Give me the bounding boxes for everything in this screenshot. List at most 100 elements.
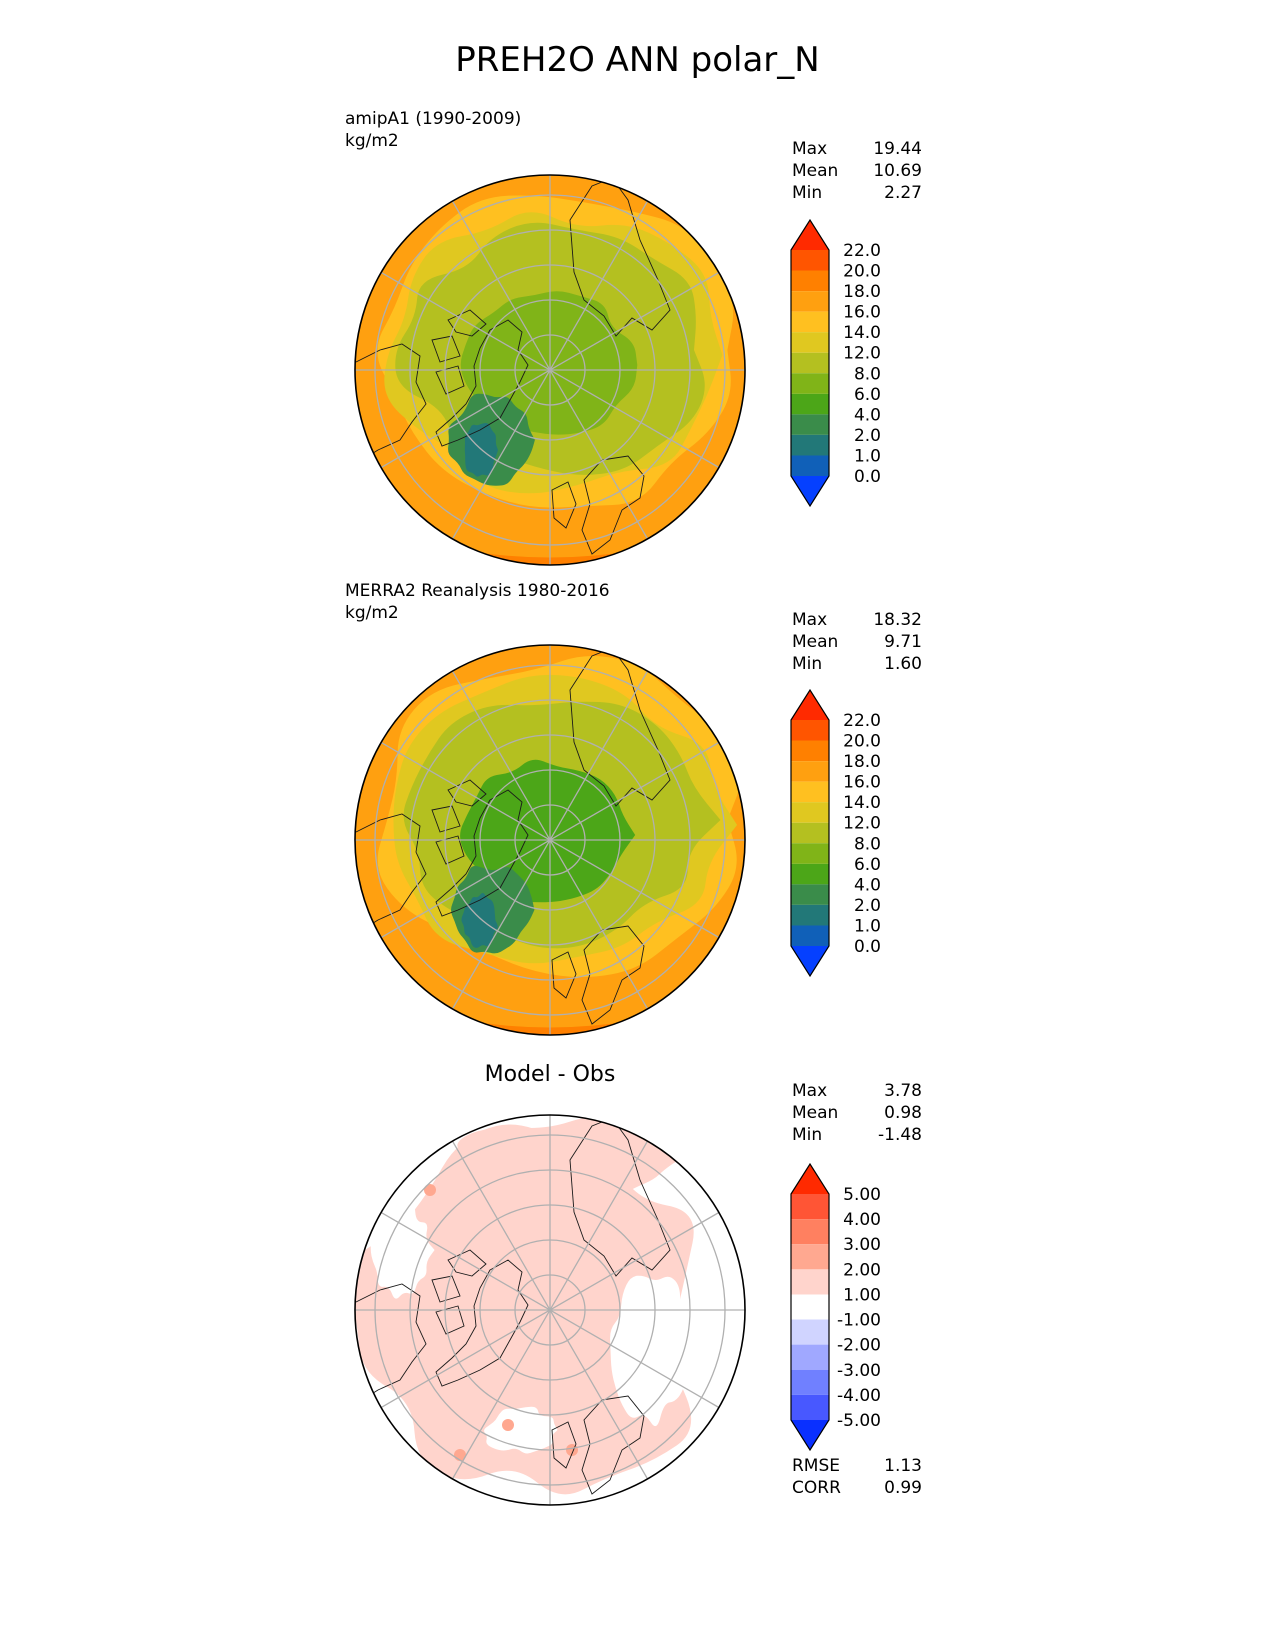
colorbar-segment <box>791 1219 829 1245</box>
map-field <box>355 645 745 1035</box>
colorbar-tick-label: 4.0 <box>854 875 881 895</box>
colorbar-segment <box>791 822 829 844</box>
coastline <box>435 1259 529 1387</box>
coastline <box>447 309 487 337</box>
coastline <box>435 319 529 447</box>
colorbar-segment <box>791 455 829 476</box>
panel-diff-title: Model - Obs <box>484 1062 616 1087</box>
colorbar-tick-label: 12.0 <box>843 814 881 834</box>
stat-min: Min 1.60 <box>792 653 922 675</box>
map-field <box>355 1115 745 1505</box>
figure-title: PREH2O ANN polar_N <box>455 40 820 80</box>
stat-value: 18.32 <box>873 610 922 630</box>
panel-model-title: amipA1 (1990-2009) kg/m2 <box>345 108 521 152</box>
colorbar-segment <box>791 373 829 394</box>
coastline <box>435 365 465 395</box>
colorbar-tick-label: 0.0 <box>854 467 881 487</box>
colorbar-tick-label: 1.00 <box>843 1285 881 1305</box>
colorbar-tick-label: 8.0 <box>854 834 881 854</box>
stat-label: Max <box>792 139 828 159</box>
coastline <box>581 455 645 555</box>
colorbar-tick-label: 14.0 <box>843 323 881 343</box>
stat-label: Min <box>792 1125 823 1145</box>
colorbar-segment <box>791 720 829 741</box>
colorbar-segment <box>791 843 829 864</box>
stat-label: Max <box>792 1081 828 1101</box>
metric-label: RMSE <box>792 1456 841 1476</box>
colorbar-tick-label: 22.0 <box>843 241 881 261</box>
stat-max: Max 3.78 <box>792 1080 922 1102</box>
colorbar-outline <box>790 218 830 508</box>
colorbar-tick-label: 2.0 <box>854 426 881 446</box>
colorbar-tick-label: 6.0 <box>854 385 881 405</box>
colorbar-tick-label: 1.0 <box>854 916 881 936</box>
coastline <box>581 925 645 1025</box>
polar-map-model <box>354 174 746 566</box>
colorbar-tick-label: 16.0 <box>843 303 881 323</box>
colorbar-obs: 22.020.018.016.014.012.08.06.04.02.01.00… <box>790 688 881 978</box>
coastline <box>551 481 577 529</box>
colorbar-segment <box>791 476 829 506</box>
map-boundary <box>354 1114 746 1506</box>
colorbar-segment <box>791 1344 829 1370</box>
colorbar-segment <box>791 904 829 926</box>
stat-value: 1.60 <box>884 654 922 674</box>
metric-corr: CORR 0.99 <box>792 1477 922 1499</box>
colorbar-segment <box>791 690 829 720</box>
coastline <box>435 1305 465 1335</box>
colorbar-segment <box>791 863 829 885</box>
colorbar-segment <box>791 1420 829 1450</box>
colorbar-diff: 5.00 4.00 3.00 2.00 1.00 -1.00 -2.00 -3.00 -4.00… <box>790 1162 881 1452</box>
field-band <box>610 1275 695 1427</box>
stat-max: Max 18.32 <box>792 609 922 631</box>
stat-label: Max <box>792 610 828 630</box>
colorbar-tick-label: -3.00 <box>837 1361 881 1381</box>
meridian-line <box>380 271 720 469</box>
colorbar-tick-label: 20.0 <box>843 732 881 752</box>
meridian-line <box>380 1211 720 1409</box>
stat-min: Min -1.48 <box>792 1124 922 1146</box>
colorbar-outline <box>790 1162 830 1452</box>
colorbar-segment <box>791 1269 829 1295</box>
field-band <box>456 1117 679 1200</box>
coastline <box>551 951 577 999</box>
stat-label: Min <box>792 654 823 674</box>
stat-value: 2.27 <box>884 183 922 203</box>
polar-map-diff <box>354 1114 746 1506</box>
colorbar-segment <box>791 802 829 823</box>
colorbar-tick-label: 22.0 <box>843 711 881 731</box>
stat-value: 3.78 <box>884 1081 922 1101</box>
stat-label: Mean <box>792 161 839 181</box>
metric-value: 1.13 <box>884 1456 922 1476</box>
colorbar-tick-label: 14.0 <box>843 793 881 813</box>
colorbar-segment <box>791 761 829 782</box>
colorbar-tick-label: 1.0 <box>854 446 881 466</box>
coastline <box>431 1275 461 1303</box>
panel-obs-title-line1: MERRA2 Reanalysis 1980-2016 <box>345 581 610 601</box>
metric-rmse: RMSE 1.13 <box>792 1455 922 1477</box>
colorbar-segment <box>791 1294 829 1320</box>
colorbar-tick-label: 18.0 <box>843 752 881 772</box>
map-boundary <box>354 174 746 566</box>
stat-label: Min <box>792 183 823 203</box>
colorbar-segment <box>791 332 829 353</box>
colorbar-tick-label: -5.00 <box>837 1411 881 1431</box>
panel-diff-metrics: RMSE 1.13 CORR 0.99 <box>792 1455 922 1499</box>
colorbar-tick-label: 4.00 <box>843 1210 881 1230</box>
colorbar-segment <box>791 1394 829 1420</box>
colorbar-tick-label: 20.0 <box>843 262 881 282</box>
colorbar-segment <box>791 352 829 374</box>
coastline <box>431 805 461 833</box>
colorbar-tick-label: 16.0 <box>843 773 881 793</box>
colorbar-segment <box>791 1194 829 1220</box>
map-field <box>355 175 745 565</box>
stat-value: 19.44 <box>873 139 922 159</box>
metric-label: CORR <box>792 1478 841 1498</box>
colorbar-segment <box>791 1244 829 1270</box>
coastline <box>435 835 465 865</box>
colorbar-tick-label: 2.0 <box>854 896 881 916</box>
field-band-greenland-core <box>461 893 498 948</box>
metric-value: 0.99 <box>884 1478 922 1498</box>
colorbar-tick-label: 0.0 <box>854 937 881 957</box>
colorbar-segment <box>791 884 829 905</box>
